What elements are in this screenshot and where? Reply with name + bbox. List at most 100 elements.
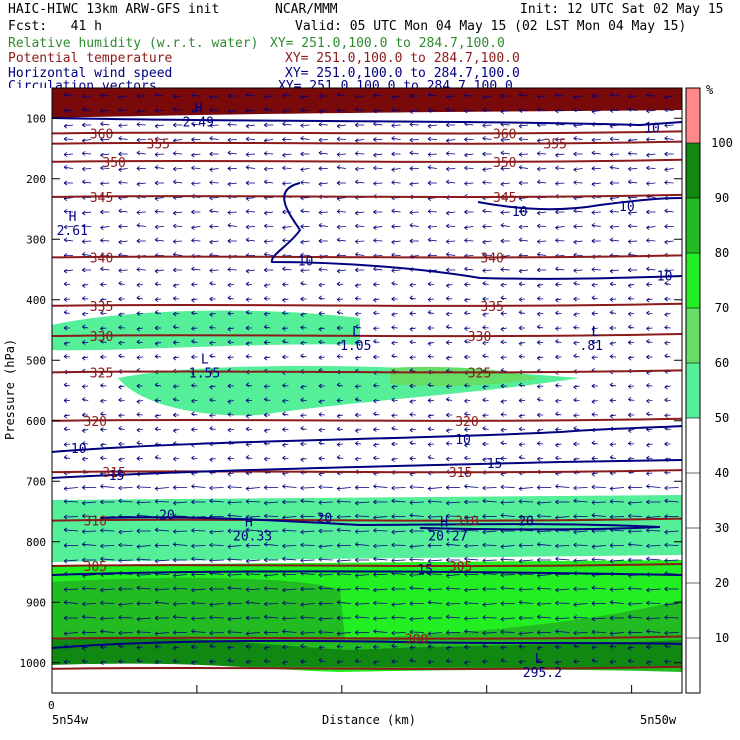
extremum-type-5: H xyxy=(245,516,253,531)
theta-label-320: 320 xyxy=(84,415,107,430)
wind-contour-10-upper xyxy=(51,117,683,127)
extrema-labels: H2.61H2.49L1.55L1.05L.81H20.33H20.27L295… xyxy=(57,101,603,681)
theta-label-355: 355 xyxy=(543,138,566,153)
theta-label-330: 330 xyxy=(468,330,491,345)
y-tick-label-300: 300 xyxy=(26,233,46,246)
wind-contour-10-right xyxy=(477,197,683,211)
wind-label-3: 10 xyxy=(298,254,314,269)
theta-labels: 360 360 355 355 350 350 345 345 340 340 335 335 330 3… xyxy=(84,127,567,647)
y-tick-label-400: 400 xyxy=(26,294,46,307)
y-tick-label-1000: 1000 xyxy=(20,657,47,670)
model-title: HAIC-HIWC 13km ARW-GFS init xyxy=(8,2,220,17)
theta-label-300: 300 xyxy=(405,633,428,648)
colorbar-band-90 xyxy=(686,143,700,198)
rh-band-50-upper xyxy=(52,310,360,351)
circulation-vectors xyxy=(63,92,679,666)
colorbar-tick-label-30: 30 xyxy=(715,521,729,535)
field-rh-name: Relative humidity (w.r.t. water) xyxy=(8,36,259,51)
wind-label-1: 10 xyxy=(512,205,528,220)
wind-contour-10-sfc xyxy=(51,639,683,649)
theta-label-335: 335 xyxy=(90,300,113,315)
theta-contour-310 xyxy=(51,517,683,522)
wind-contour-10-mid xyxy=(51,425,683,453)
wind-contour-20 xyxy=(99,516,661,531)
theta-contour-330 xyxy=(51,333,683,338)
x-axis-label: Distance (km) xyxy=(322,713,416,727)
extremum-value-3: 1.05 xyxy=(340,339,371,354)
vector-field xyxy=(63,92,679,666)
wind-label-4: 10 xyxy=(657,270,673,285)
theta-label-350: 350 xyxy=(493,156,516,171)
theta-label-305: 305 xyxy=(449,560,472,575)
theta-contour-295 xyxy=(51,665,683,670)
plot-frame xyxy=(51,87,683,694)
x-zero-label: 0 xyxy=(48,699,55,712)
theta-contour-335 xyxy=(51,302,683,307)
theta-label-310: 310 xyxy=(455,515,478,530)
y-tick-label-800: 800 xyxy=(26,536,46,549)
wind-label-12: 15 xyxy=(417,563,433,578)
wind-label-5: 10 xyxy=(455,433,471,448)
colorbar-band-100 xyxy=(686,88,700,143)
terrain xyxy=(52,663,682,693)
forecast-hour: Fcst: 41 h xyxy=(8,19,102,34)
wind-label-8: 15 xyxy=(109,469,125,484)
y-tick-label-900: 900 xyxy=(26,596,46,609)
field-theta-name: Potential temperature xyxy=(8,51,173,66)
wind-label-11: 20 xyxy=(518,515,534,530)
extremum-type-3: L xyxy=(352,325,360,340)
colorbar-unit: % xyxy=(706,83,714,97)
wind-label-6: 10 xyxy=(71,442,87,457)
extremum-type-4: L xyxy=(592,325,600,340)
extremum-type-6: H xyxy=(440,516,448,531)
colorbar-band-50 xyxy=(686,363,700,418)
wind-contour-15-low xyxy=(51,570,683,576)
theta-contour-300 xyxy=(51,635,683,640)
wind-label-10: 20 xyxy=(317,512,333,527)
y-axis: 100 200 300 400 500 600 700 800 900 1000 xyxy=(20,112,682,670)
theta-label-345: 345 xyxy=(90,191,113,206)
theta-contour-325 xyxy=(51,369,683,374)
field-wind-xy: XY= 251.0,100.0 to 284.7,100.0 xyxy=(285,66,520,81)
rh-band-90-low xyxy=(52,637,682,668)
colorbar: 10 20 30 40 50 60 70 80 90 100 xyxy=(685,87,733,694)
extremum-value-6: 20.27 xyxy=(428,530,467,545)
field-theta-xy: XY= 251.0,100.0 to 284.7,100.0 xyxy=(285,51,520,66)
x-left-label: 5n54w xyxy=(52,713,89,727)
valid-time: Valid: 05 UTC Mon 04 May 15 (02 LST Mon … xyxy=(295,19,687,34)
theta-label-325: 325 xyxy=(90,366,113,381)
extremum-value-5: 20.33 xyxy=(233,530,272,545)
extremum-type-1: H xyxy=(195,101,203,116)
colorbar-tick-label-80: 80 xyxy=(715,246,729,260)
theta-label-355: 355 xyxy=(147,138,170,153)
colorbar-tick-label-60: 60 xyxy=(715,356,729,370)
theta-contour-355 xyxy=(51,140,683,145)
y-tick-label-700: 700 xyxy=(26,475,46,488)
theta-label-360: 360 xyxy=(90,127,113,142)
wind-labels: 10 10 10 10 10 10 10 15 15 20 20 20 15 xyxy=(71,121,673,578)
theta-contours xyxy=(51,130,683,670)
theta-label-350: 350 xyxy=(102,156,125,171)
init-time: Init: 12 UTC Sat 02 May 15 xyxy=(520,2,724,17)
field-rh-xy: XY= 251.0,100.0 to 284.7,100.0 xyxy=(270,36,505,51)
y-tick-label-500: 500 xyxy=(26,354,46,367)
theta-label-310: 310 xyxy=(84,515,107,530)
org-label: NCAR/MMM xyxy=(275,2,338,17)
theta-label-325: 325 xyxy=(468,366,491,381)
wind-label-7: 15 xyxy=(487,457,503,472)
y-tick-label-600: 600 xyxy=(26,415,46,428)
y-tick-label-200: 200 xyxy=(26,173,46,186)
colorbar-tick-label-10: 10 xyxy=(715,631,729,645)
theta-contour-320 xyxy=(51,417,683,422)
extremum-value-0: 2.61 xyxy=(57,224,88,239)
field-vector-name: Circulation vectors xyxy=(8,79,157,88)
extremum-type-2: L xyxy=(201,352,209,367)
x-right-label: 5n50w xyxy=(640,713,677,727)
theta-contour-340 xyxy=(51,254,683,259)
theta-label-315: 315 xyxy=(449,466,472,481)
wind-contour-10-jet xyxy=(270,182,683,280)
extremum-value-2: 1.55 xyxy=(189,366,220,381)
theta-label-335: 335 xyxy=(480,300,503,315)
colorbar-tick-label-50: 50 xyxy=(715,411,729,425)
